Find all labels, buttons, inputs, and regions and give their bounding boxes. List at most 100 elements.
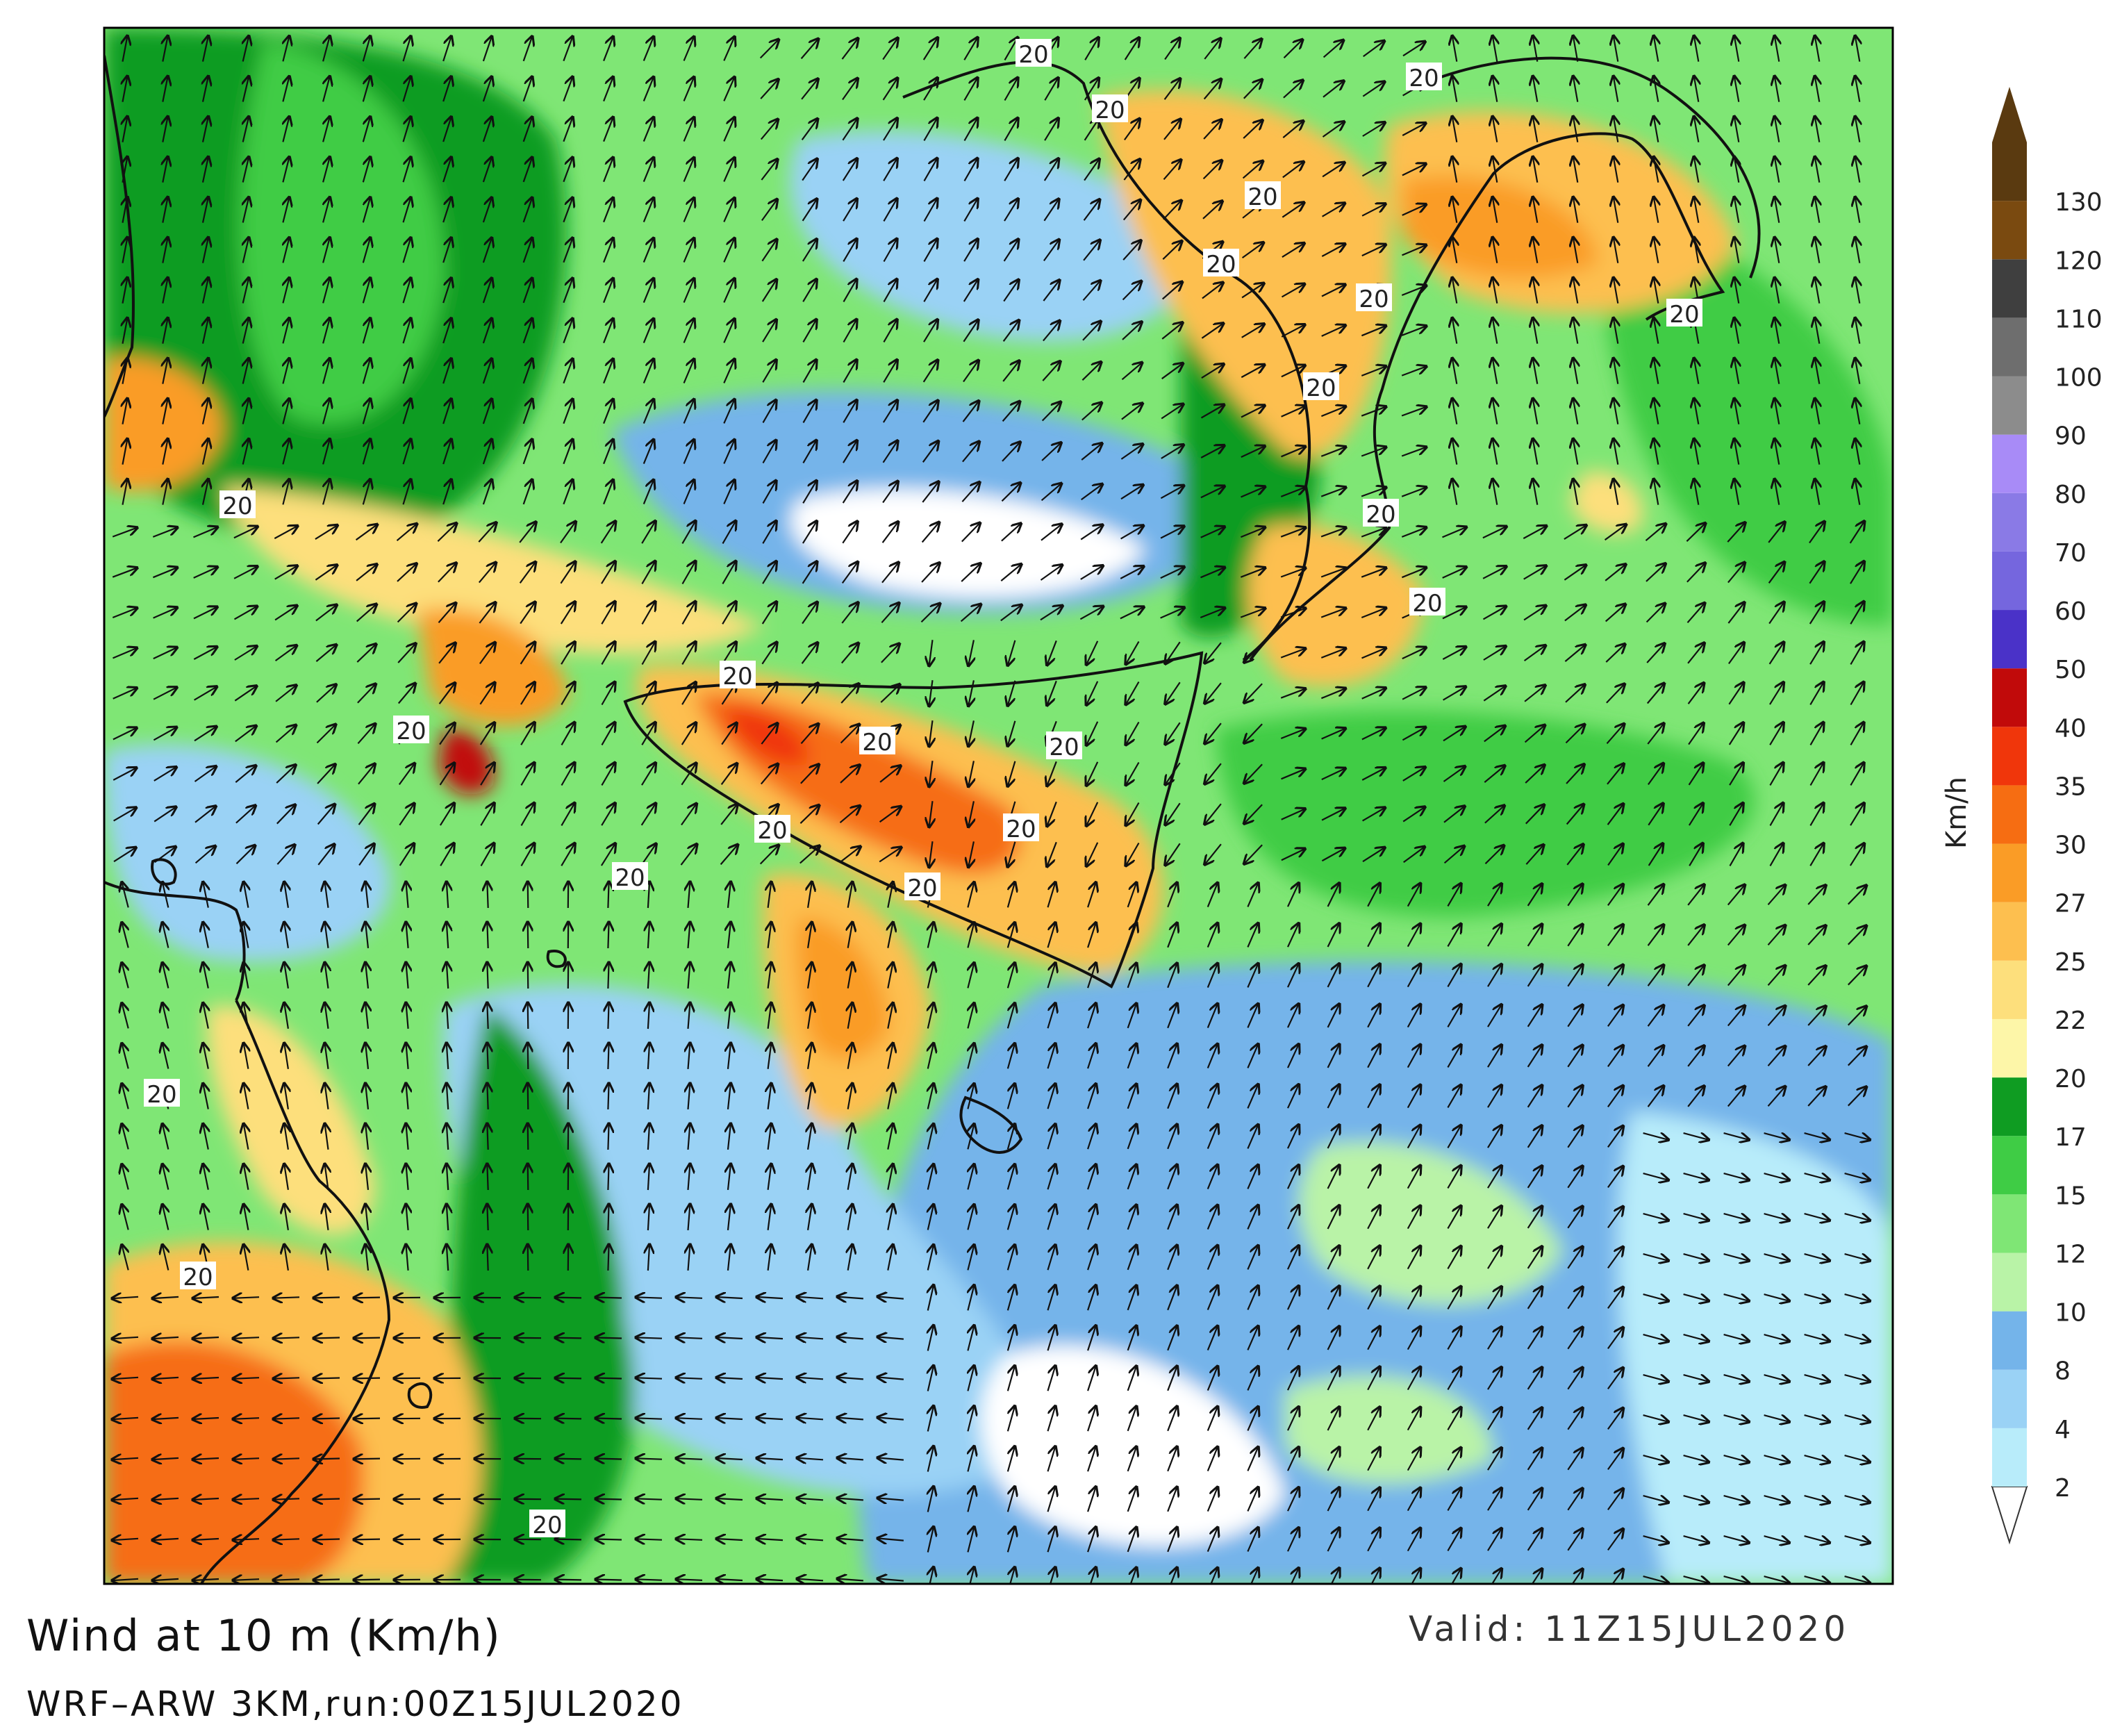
wind-arrow xyxy=(601,682,615,706)
wind-arrow xyxy=(402,117,411,142)
wind-arrow xyxy=(323,76,330,102)
wind-arrow xyxy=(233,606,258,620)
wind-arrow xyxy=(1320,447,1345,457)
contour-label: 20 xyxy=(1247,183,1277,211)
wind-arrow xyxy=(528,1002,529,1030)
wind-arrow xyxy=(274,606,297,621)
wind-arrow xyxy=(519,562,536,584)
wind-arrow xyxy=(1493,156,1498,183)
wind-arrow xyxy=(355,524,378,541)
wind-arrow xyxy=(402,36,411,62)
wind-arrow xyxy=(1533,35,1538,62)
wind-arrow xyxy=(1322,163,1345,178)
wind-arrow xyxy=(438,563,456,583)
wind-arrow xyxy=(1654,156,1659,183)
wind-arrow xyxy=(1809,602,1824,625)
wind-arrow xyxy=(922,38,938,60)
wind-arrow xyxy=(397,684,415,704)
wind-arrow xyxy=(723,480,734,504)
wind-arrow xyxy=(283,238,289,263)
wind-arrow xyxy=(1493,197,1498,223)
wind-arrow xyxy=(1122,199,1141,221)
wind-arrow xyxy=(1004,199,1018,222)
wind-arrow xyxy=(1008,640,1016,666)
wind-arrow xyxy=(478,522,496,543)
wind-arrow xyxy=(1855,76,1860,102)
wind-arrow xyxy=(313,1499,340,1500)
wind-arrow xyxy=(123,156,128,183)
wind-arrow xyxy=(1361,204,1386,217)
wind-arrow xyxy=(1402,647,1426,660)
wind-arrow xyxy=(1855,317,1860,344)
wind-arrow xyxy=(1533,277,1538,304)
wind-arrow xyxy=(1734,76,1739,102)
wind-arrow xyxy=(882,78,898,101)
wind-arrow xyxy=(1322,122,1345,138)
wind-arrow xyxy=(555,1459,582,1460)
wind-arrow xyxy=(487,922,488,949)
wind-arrow xyxy=(1443,686,1466,701)
wind-arrow xyxy=(1533,398,1538,424)
wind-arrow xyxy=(323,278,330,304)
wind-arrow xyxy=(843,360,856,383)
wind-arrow xyxy=(203,479,208,505)
wind-arrow xyxy=(1493,237,1498,263)
wind-arrow xyxy=(1533,479,1538,505)
wind-arrow xyxy=(563,76,572,102)
wind-arrow xyxy=(1126,640,1140,665)
wind-arrow xyxy=(1815,76,1820,102)
wind-arrow xyxy=(762,481,777,504)
wind-arrow xyxy=(1241,406,1265,418)
wind-arrow xyxy=(203,156,208,183)
wind-arrow xyxy=(1043,320,1060,342)
wind-arrow xyxy=(203,116,208,142)
wind-arrow xyxy=(1734,438,1739,465)
wind-arrow xyxy=(123,358,128,384)
wind-arrow xyxy=(243,157,249,183)
wind-arrow xyxy=(275,725,297,743)
wind-arrow xyxy=(1321,285,1345,297)
wind-arrow xyxy=(1361,245,1386,257)
wind-arrow xyxy=(243,197,249,223)
wind-arrow xyxy=(1686,563,1705,583)
wind-arrow xyxy=(1401,326,1427,336)
wind-arrow xyxy=(563,36,572,62)
wind-arrow xyxy=(482,318,492,344)
wind-arrow xyxy=(482,238,492,263)
wind-arrow xyxy=(438,643,456,664)
wind-arrow xyxy=(1083,240,1100,261)
wind-arrow xyxy=(163,277,167,304)
wind-arrow xyxy=(1086,681,1099,705)
wind-arrow xyxy=(315,605,337,622)
wind-arrow xyxy=(761,159,777,181)
wind-arrow xyxy=(1280,648,1306,659)
wind-arrow xyxy=(643,479,654,505)
wind-arrow xyxy=(1165,722,1181,744)
colorbar-unit-label: Km/h xyxy=(1941,777,1973,849)
wind-arrow xyxy=(1282,202,1304,218)
wind-arrow xyxy=(843,279,857,302)
wind-arrow xyxy=(762,561,777,584)
colorbar-swatch-17 xyxy=(1992,1077,2027,1136)
wind-arrow xyxy=(1815,197,1820,223)
wind-arrow xyxy=(1654,398,1659,424)
wind-arrow xyxy=(1160,486,1184,499)
wind-arrow xyxy=(1008,680,1016,706)
wind-arrow xyxy=(1241,487,1266,498)
wind-arrow xyxy=(1524,685,1545,702)
colorbar-swatch-22 xyxy=(1992,960,2027,1019)
wind-arrow xyxy=(1573,398,1578,424)
wind-arrow xyxy=(1401,487,1427,497)
wind-arrow xyxy=(1646,643,1665,663)
wind-arrow xyxy=(1493,277,1498,304)
wind-arrow xyxy=(482,36,492,62)
wind-arrow xyxy=(1850,561,1864,584)
wind-arrow xyxy=(1083,199,1100,221)
wind-arrow xyxy=(203,277,208,304)
wind-arrow xyxy=(1241,283,1264,299)
wind-arrow xyxy=(163,398,167,424)
wind-arrow xyxy=(683,399,695,424)
wind-arrow xyxy=(243,36,249,62)
wind-arrow xyxy=(243,439,249,465)
wind-arrow xyxy=(723,117,734,142)
